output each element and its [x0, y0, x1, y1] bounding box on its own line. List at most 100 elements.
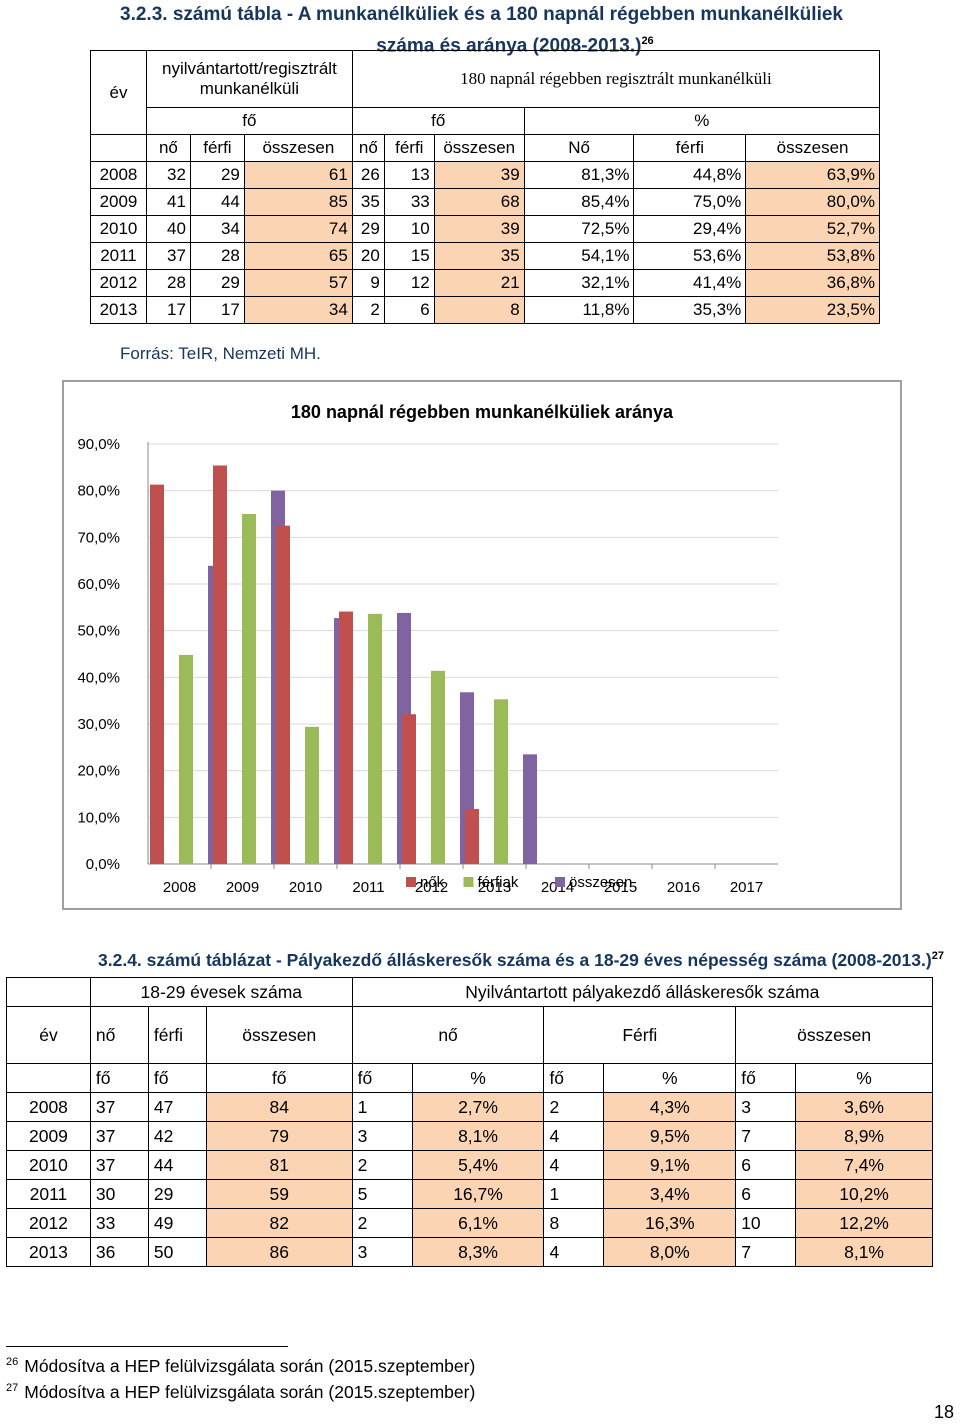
data-cell: 8 — [433, 296, 525, 324]
x-tick-label: 2008 — [163, 879, 196, 896]
empty-cell — [6, 977, 91, 1007]
data-cell: 49 — [147, 1208, 207, 1238]
legend-swatch-összesen — [555, 877, 565, 887]
subheader-cell: nő — [351, 1006, 545, 1064]
y-tick-label: 0,0% — [86, 856, 120, 873]
data-cell: 4 — [543, 1150, 605, 1180]
data-cell: 52,7% — [745, 215, 880, 243]
footnote-ref-27[interactable]: 27 — [931, 950, 944, 963]
data-cell: 7 — [735, 1121, 797, 1151]
data-cell: 9,5% — [603, 1121, 737, 1151]
data-cell: 36,8% — [745, 269, 880, 297]
subheader-cell: férfi — [147, 1006, 207, 1064]
bar-2009-férfiak — [242, 514, 256, 864]
unit-cell: fő — [735, 1063, 797, 1093]
data-cell: 40 — [145, 215, 191, 243]
y-tick-label: 50,0% — [77, 623, 120, 640]
data-cell: 44 — [189, 188, 245, 216]
data-cell: 11,8% — [523, 296, 635, 324]
y-tick-label: 20,0% — [77, 763, 120, 780]
x-tick-label: 2015 — [604, 879, 637, 896]
footnote-divider — [6, 1346, 288, 1347]
data-cell: 47 — [147, 1092, 207, 1122]
header-unit-fo: fő — [145, 107, 353, 135]
unit-cell: fő — [351, 1063, 413, 1093]
data-cell: 3,6% — [795, 1092, 933, 1122]
x-tick-label: 2012 — [415, 879, 448, 896]
data-cell: 5,4% — [411, 1150, 545, 1180]
data-cell: 81,3% — [523, 161, 635, 189]
year-cell: 2010 — [6, 1150, 91, 1180]
subheader-cell: összesen — [735, 1006, 933, 1064]
table2-title-text: 3.2.4. számú táblázat - Pályakezdő állás… — [98, 950, 932, 970]
data-cell: 6 — [735, 1150, 797, 1180]
data-cell: 6 — [735, 1179, 797, 1209]
chart-title: 180 napnál régebben munkanélküliek arány… — [291, 402, 674, 422]
table1-subheader-row: nő férfi összesen nő férfi összesen Nő f… — [90, 134, 880, 162]
header-unit-pct: % — [523, 107, 881, 135]
table2-row: 2010 37 44 81 2 5,4% 4 9,1% 6 7,4% — [6, 1150, 933, 1180]
data-cell: 8,3% — [411, 1237, 545, 1267]
bar-2013-összesen — [523, 754, 537, 864]
x-tick-label: 2010 — [289, 879, 322, 896]
unit-cell: % — [603, 1063, 737, 1093]
subheader-cell: összesen — [205, 1006, 353, 1064]
data-cell: 28 — [145, 269, 191, 297]
data-cell: 57 — [243, 269, 353, 297]
data-cell: 20 — [351, 242, 385, 270]
bar-2010-nők — [276, 525, 290, 864]
data-cell: 30 — [89, 1179, 149, 1209]
data-cell: 6,1% — [411, 1208, 545, 1238]
header-unit-fo: fő — [351, 107, 525, 135]
data-cell: 6 — [383, 296, 435, 324]
table1-row: 2011 37 28 65 20 15 35 54,1% 53,6% 53,8% — [90, 242, 880, 270]
subheader-cell: férfi — [189, 134, 245, 162]
data-cell: 85,4% — [523, 188, 635, 216]
data-cell: 4 — [543, 1121, 605, 1151]
year-cell: 2010 — [90, 215, 147, 243]
header-group-registered: nyilvántartott/regisztrált munkanélküli — [145, 50, 353, 108]
table2-row: 2013 36 50 86 3 8,3% 4 8,0% 7 8,1% — [6, 1237, 933, 1267]
unit-cell: fő — [205, 1063, 353, 1093]
unit-cell: fő — [543, 1063, 605, 1093]
data-cell: 44,8% — [633, 161, 747, 189]
data-cell: 21 — [433, 269, 525, 297]
data-cell: 3 — [351, 1237, 413, 1267]
data-cell: 82 — [205, 1208, 353, 1238]
empty-cell — [6, 1063, 91, 1093]
footnote-26: 26 Módosítva a HEP felülvizsgálata során … — [6, 1356, 475, 1377]
legend-label: összesen — [569, 874, 632, 891]
y-tick-label: 90,0% — [77, 436, 120, 453]
table2-row: 2011 30 29 59 5 16,7% 1 3,4% 6 10,2% — [6, 1179, 933, 1209]
data-cell: 84 — [205, 1092, 353, 1122]
data-cell: 85 — [243, 188, 353, 216]
page-number: 18 — [933, 1402, 954, 1422]
young-jobseekers-table: 18-29 évesek száma Nyilvántartott pályak… — [6, 977, 934, 1267]
data-cell: 26 — [351, 161, 385, 189]
subheader-cell: nő — [351, 134, 385, 162]
data-cell: 2 — [351, 296, 385, 324]
unit-cell: fő — [89, 1063, 149, 1093]
empty-cell — [90, 134, 147, 162]
footnote-ref-26[interactable]: 26 — [641, 35, 654, 47]
header-year: év — [90, 50, 147, 135]
data-cell: 2,7% — [411, 1092, 545, 1122]
data-cell: 53,8% — [745, 242, 880, 270]
subheader-cell: Nő — [523, 134, 635, 162]
data-cell: 35 — [351, 188, 385, 216]
subheader-cell: nő — [145, 134, 191, 162]
footnote-27: 27 Módosítva a HEP felülvizsgálata során … — [6, 1382, 475, 1403]
data-cell: 9 — [351, 269, 385, 297]
data-cell: 34 — [189, 215, 245, 243]
data-cell: 59 — [205, 1179, 353, 1209]
legend-swatch-férfiak — [463, 877, 474, 887]
data-cell: 10 — [735, 1208, 797, 1238]
table2-row: 2012 33 49 82 2 6,1% 8 16,3% 10 12,2% — [6, 1208, 933, 1238]
bar-2012-férfiak — [431, 670, 445, 864]
bar-2009-nők — [213, 465, 227, 864]
data-cell: 12 — [383, 269, 435, 297]
bar-2008-férfiak — [179, 654, 193, 864]
data-cell: 17 — [145, 296, 191, 324]
year-cell: 2009 — [90, 188, 147, 216]
subheader-cell: összesen — [243, 134, 353, 162]
